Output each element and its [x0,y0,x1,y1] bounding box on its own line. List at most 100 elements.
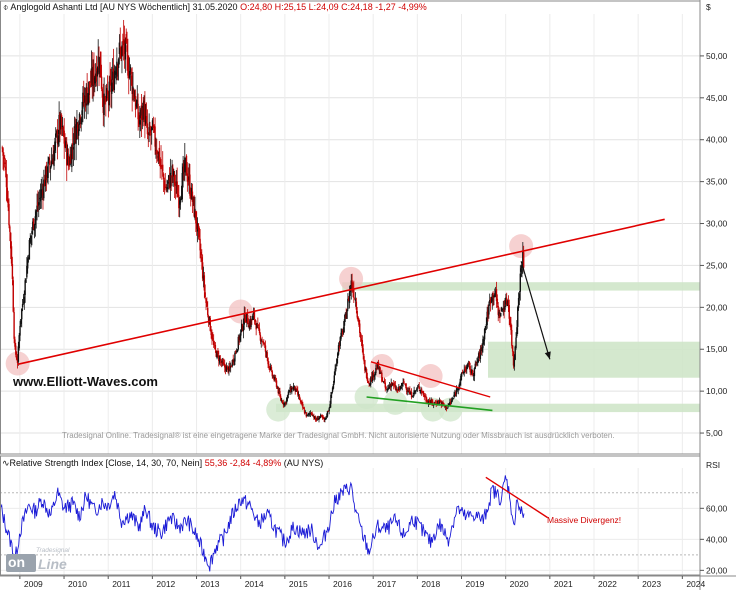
candle-body [474,363,476,369]
candle-body [416,387,419,389]
candle-body [270,367,273,371]
candle-body [492,292,494,299]
candle-body [448,403,450,405]
candle-body [344,313,347,319]
candle-body [171,165,173,175]
candle-body [218,358,221,363]
divergence-note: Massive Divergenz! [547,515,622,525]
candle-body [165,187,167,191]
candle-body [405,387,408,391]
year-tick-label: 2010 [68,579,87,589]
candle-body [286,397,288,403]
candle-body [249,321,251,327]
price-tick-label: 45,00 [706,93,728,103]
candle-body [415,388,418,390]
candle-body [359,323,361,334]
candle-body [58,114,60,135]
price-tick-label: 25,00 [706,260,728,270]
candle-body [291,387,294,390]
candle-body [218,355,220,362]
candle-body [47,161,49,179]
candle-body [513,358,516,367]
candle-body [317,418,319,420]
candle-body [74,128,76,143]
candle-body [409,390,411,395]
price-tick-label: 15,00 [706,344,728,354]
candle-body [71,144,73,168]
candle-body [60,115,63,130]
candle-body [127,55,129,76]
candle-body [314,416,317,421]
candle-body [360,338,363,342]
candle-body [159,161,161,164]
ohlc-label: O:24,80 H:25,15 L:24,09 [240,2,339,12]
candle-body [184,157,187,162]
candle-body [375,367,377,374]
candle-body [494,290,497,295]
candle-body [187,178,189,182]
candle-body [444,406,447,408]
candle-body [259,334,262,341]
candle-body [280,400,283,402]
candle-body [293,385,296,388]
candle-body [251,319,253,321]
candle-body [257,324,259,326]
candle-body [407,390,409,392]
candle-body [480,348,482,350]
candle-body [66,152,69,165]
candle-body [504,306,506,310]
candle-body [137,103,139,120]
candle-body [367,381,369,383]
candle-body [396,389,398,391]
candle-body [136,99,138,108]
candle-body [489,298,492,304]
candle-body [72,147,75,150]
candle-body [508,305,510,319]
candle-body [424,396,426,397]
candle-body [269,367,272,370]
candle-body [206,302,208,307]
divergence-trendline [485,476,549,519]
candle-body [56,129,59,144]
candle-body [483,329,486,340]
candle-body [100,51,102,78]
logo-box [6,554,36,572]
price-tick-label: 10,00 [706,386,728,396]
candle-body [356,311,358,318]
candle-body [199,238,201,251]
candle-body [225,366,228,372]
candle-body [264,345,267,352]
candle-body [55,133,57,138]
candle-body [521,265,523,268]
candle-body [148,127,150,136]
candle-body [164,186,166,189]
price-tick-label: 30,00 [706,219,728,229]
candle-body [342,330,344,334]
candle-body [16,358,19,364]
candle-body [98,61,100,69]
candle-body [104,98,106,100]
candle-body [333,375,335,383]
candle-body [215,351,217,357]
candle-body [415,390,417,393]
candle-body [269,366,271,371]
candle-body [38,202,40,205]
candle-body [101,89,104,98]
candle-body [13,312,15,339]
candle-body [321,415,324,418]
candle-body [374,371,376,376]
candle-body [45,165,48,181]
rsi-series-line [0,475,525,572]
candle-body [482,339,484,349]
candle-body [53,150,55,167]
candle-body [150,133,152,135]
support-zone [276,403,700,413]
candle-body [376,362,379,369]
candle-body [386,389,388,391]
candle-body [489,299,491,304]
candle-body [22,301,25,303]
candle-body [103,93,105,116]
candle-body [134,100,136,102]
candle-body [36,205,38,212]
